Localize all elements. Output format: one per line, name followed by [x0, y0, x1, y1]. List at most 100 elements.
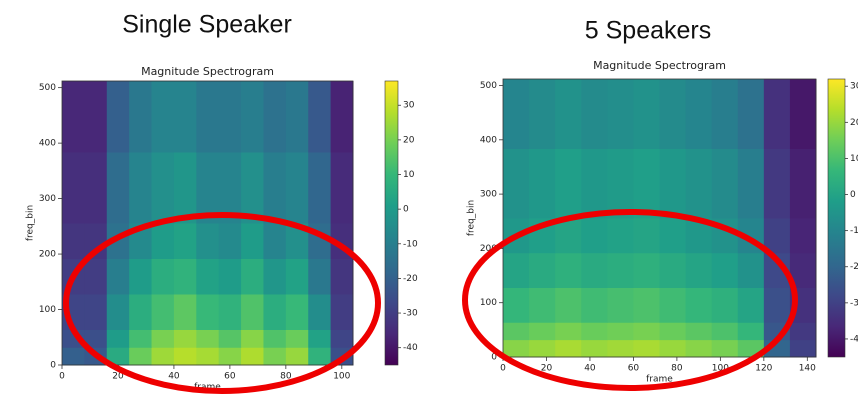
heatmap-cell — [633, 252, 660, 288]
heatmap-cell — [151, 294, 175, 330]
heatmap-cell — [330, 81, 354, 153]
x-tick-label: 40 — [584, 364, 596, 374]
heatmap-cell — [151, 258, 175, 295]
heatmap-cell — [263, 294, 287, 330]
heatmap-cell — [129, 152, 153, 224]
y-tick-label: 400 — [39, 139, 56, 149]
heatmap-cell — [659, 339, 687, 358]
colorbar — [827, 78, 846, 358]
heatmap-cell — [607, 252, 634, 288]
heatmap-cell — [789, 218, 817, 254]
heatmap-cell — [151, 152, 175, 224]
heatmap-cell — [685, 79, 713, 149]
x-tick-label: 80 — [671, 364, 683, 374]
heatmap-cell — [241, 258, 264, 295]
heatmap-cell — [607, 218, 634, 254]
heatmap-cell — [308, 294, 332, 330]
highlight-ellipse — [63, 212, 381, 394]
heatmap-cell — [659, 252, 687, 288]
heatmap-cell — [241, 329, 264, 348]
colorbar-tick-label: -30 — [403, 309, 418, 319]
heatmap-cell — [685, 287, 713, 323]
heatmap-cell — [263, 152, 287, 224]
heatmap-cell — [196, 347, 220, 366]
heatmap-cell — [330, 152, 354, 224]
colorbar-tick-label: -20 — [403, 274, 418, 284]
heatmap-cell — [218, 329, 242, 348]
heatmap-cell — [106, 347, 130, 366]
colorbar-tick-label: 20 — [850, 118, 858, 128]
heatmap-cell — [173, 294, 197, 330]
heatmap-cell — [241, 347, 264, 366]
heatmap-cell — [330, 294, 354, 330]
heatmap-cell — [129, 347, 153, 366]
heatmap-cell — [503, 322, 530, 341]
colorbar — [384, 80, 399, 366]
heatmap-cell — [129, 81, 153, 153]
heatmap-cell — [581, 252, 608, 288]
y-axis-label: freq_bin — [467, 200, 477, 236]
heatmap-cell — [285, 152, 309, 224]
heatmap-cell — [607, 287, 634, 323]
heatmap-cell — [196, 81, 220, 153]
y-tick-label: 300 — [39, 194, 56, 204]
heatmap-cell — [737, 287, 765, 323]
heatmap-cell — [711, 287, 739, 323]
heatmap-cell — [529, 79, 556, 149]
heatmap-cell — [173, 223, 197, 259]
heatmap-cell — [285, 294, 309, 330]
heatmap-cell — [581, 339, 608, 358]
x-tick-label: 60 — [224, 372, 236, 382]
heatmap-cell — [84, 152, 108, 224]
heatmap-cell — [84, 329, 108, 348]
x-tick-label: 100 — [712, 364, 729, 374]
heatmap-cell — [263, 329, 287, 348]
y-axis-label: freq_bin — [26, 205, 36, 241]
heatmap-cell — [607, 148, 634, 219]
heatmap-cell — [659, 322, 687, 341]
heatmap-cell — [555, 339, 582, 358]
heatmap-cell — [555, 322, 582, 341]
heatmap-cell — [503, 287, 530, 323]
heatmap-cell — [62, 81, 85, 153]
heatmap-cell — [581, 148, 608, 219]
heatmap-cell — [106, 152, 130, 224]
x-tick-label: 140 — [799, 364, 816, 374]
chart-title: Magnitude Spectrogram — [593, 59, 726, 72]
heatmap-cell — [151, 223, 175, 259]
heatmap-cell — [711, 148, 739, 219]
y-tick-label: 100 — [39, 305, 56, 315]
heatmap-cell — [529, 148, 556, 219]
x-tick-label: 40 — [168, 372, 180, 382]
x-tick-label: 60 — [628, 364, 640, 374]
heatmap-cell — [106, 294, 130, 330]
heatmap-cell — [763, 287, 791, 323]
heatmap-cell — [241, 294, 264, 330]
heatmap-cells — [503, 79, 817, 358]
heatmap-cell — [241, 223, 264, 259]
heatmap-cell — [129, 294, 153, 330]
heatmap-cell — [763, 148, 791, 219]
heatmap-cell — [308, 81, 332, 153]
colorbar-tick-label: 0 — [850, 190, 856, 200]
colorbar-tick-label: 10 — [850, 154, 858, 164]
x-axis-label: frame — [194, 383, 221, 393]
heatmap-cell — [84, 81, 108, 153]
heatmap-cell — [607, 339, 634, 358]
heatmap-cell — [607, 79, 634, 149]
colorbar-tick-label: -40 — [403, 343, 418, 353]
heatmap-cell — [763, 79, 791, 149]
heatmap-cell — [285, 223, 309, 259]
heatmap-cell — [711, 79, 739, 149]
colorbar-tick-label: -40 — [850, 334, 858, 344]
heatmap-cell — [285, 258, 309, 295]
heatmap-cell — [218, 81, 242, 153]
charts: Single Speaker Magnitude Spectrogram 0 20 40… — [26, 11, 858, 393]
heatmap-cell — [503, 79, 530, 149]
colorbar-tick-label: 30 — [403, 101, 415, 111]
y-tick-label: 200 — [39, 250, 56, 260]
heatmap-cell — [196, 223, 220, 259]
heatmap-cell — [789, 79, 817, 149]
x-tick-label: 120 — [755, 364, 772, 374]
heatmap-cell — [173, 258, 197, 295]
